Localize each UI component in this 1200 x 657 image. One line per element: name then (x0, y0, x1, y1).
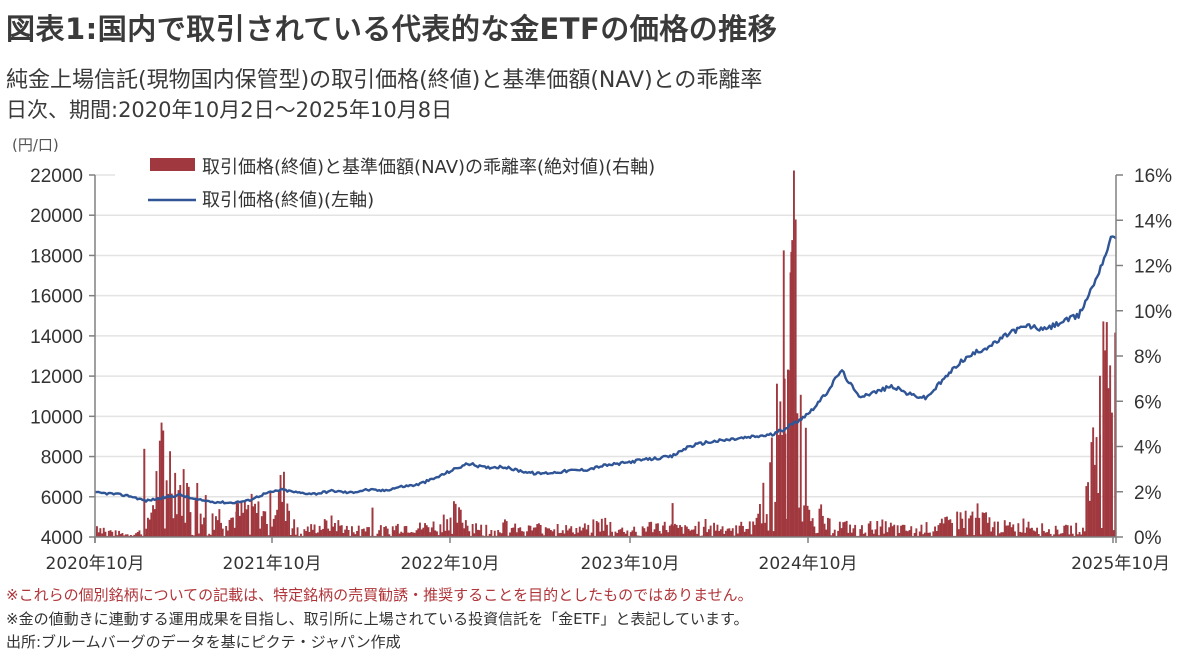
right-axis-tick: 6% (1134, 392, 1162, 413)
x-axis-tick: 2022年10月 (401, 554, 500, 574)
legend-line-label: 取引価格(終値)(左軸) (202, 190, 374, 211)
x-axis-tick: 2020年10月 (46, 554, 145, 574)
chart-subtitle: 純金上場信託(現物国内保管型)の取引価格(終値)と基準価額(NAV)との乖離率 (6, 68, 763, 93)
left-axis-tick: 22000 (30, 166, 83, 187)
right-axis-tick: 10% (1134, 302, 1172, 323)
right-axis-tick: 14% (1134, 211, 1172, 232)
left-axis-tick: 4000 (41, 528, 83, 549)
left-axis-tick: 8000 (41, 448, 83, 469)
x-axis-tick: 2025年10月 (1071, 554, 1170, 574)
right-axis-tick: 4% (1134, 438, 1162, 459)
legend: 取引価格(終値)と基準価額(NAV)の乖離率(絶対値)(右軸) 取引価格(終値)… (148, 157, 655, 211)
chart-title: 図表1:国内で取引されている代表的な金ETFの価格の推移 (6, 12, 778, 46)
left-axis-tick: 10000 (30, 407, 83, 428)
source-note: 出所:ブルームバーグのデータを基にピクテ・ジャパン作成 (6, 633, 401, 651)
axes: 22000 20000 18000 16000 14000 12000 10000 8000 6… (30, 166, 1172, 574)
premium-bars (96, 170, 1117, 537)
left-axis-tick: 20000 (30, 206, 83, 227)
left-axis-tick: 14000 (30, 327, 83, 348)
left-axis-tick: 18000 (30, 246, 83, 267)
left-axis-tick: 12000 (30, 367, 83, 388)
etf-definition-note: ※金の値動きに連動する運用成果を目指し、取引所に上場されている投資信託を「金ET… (6, 610, 749, 628)
right-axis-tick: 16% (1134, 166, 1172, 187)
legend-bar-swatch (150, 158, 195, 171)
x-axis-tick: 2023年10月 (581, 554, 680, 574)
disclaimer-note: ※これらの個別銘柄についての記載は、特定銘柄の売買勧誘・推奨することを目的とした… (6, 586, 753, 604)
x-axis-tick: 2021年10月 (223, 554, 322, 574)
left-axis-tick: 6000 (41, 488, 83, 509)
right-axis-tick: 0% (1134, 528, 1162, 549)
right-axis-tick: 2% (1134, 483, 1162, 504)
right-axis-tick: 8% (1134, 347, 1162, 368)
x-axis-tick: 2024年10月 (759, 554, 858, 574)
price-line (94, 235, 1117, 505)
gridlines (95, 174, 1116, 498)
right-axis-tick: 12% (1134, 257, 1172, 278)
chart-period: 日次、期間:2020年10月2日～2025年10月8日 (6, 98, 453, 122)
left-axis-tick: 16000 (30, 287, 83, 308)
legend-bar-label: 取引価格(終値)と基準価額(NAV)の乖離率(絶対値)(右軸) (202, 157, 655, 178)
left-axis-unit: (円/口) (12, 136, 59, 154)
